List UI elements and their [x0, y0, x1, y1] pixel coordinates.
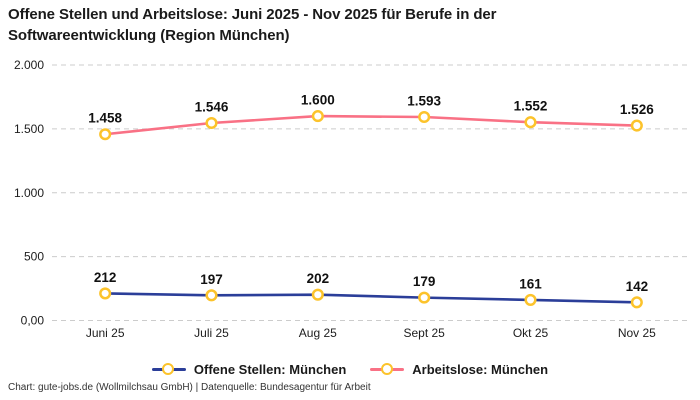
- data-point-marker: [205, 289, 218, 302]
- x-axis-tick-label: Juli 25: [194, 326, 229, 340]
- legend-item-arbeitslose: Arbeitslose: München: [370, 362, 548, 377]
- legend-label-arbeitslose: Arbeitslose: München: [412, 361, 549, 377]
- y-axis-tick-label: 0,00: [21, 314, 45, 328]
- data-point-marker: [311, 288, 324, 301]
- y-axis-tick-label: 1.000: [14, 186, 44, 200]
- line-chart: 2.000 1.500 1.000 500 0,00 Juni 25 Juli 25 Aug …: [14, 58, 690, 340]
- x-axis-tick-label: Juni 25: [86, 326, 125, 340]
- data-point-value-label: 179: [413, 274, 436, 289]
- data-point-marker: [630, 296, 643, 309]
- data-point-value-label: 1.600: [301, 93, 335, 108]
- data-point-value-label: 1.546: [195, 99, 229, 114]
- chart-title: Offene Stellen und Arbeitslose: Juni 202…: [8, 6, 497, 44]
- data-point-value-label: 1.458: [88, 111, 122, 126]
- legend-swatch-arbeitslose: [370, 362, 405, 376]
- series-line: [103, 292, 639, 304]
- data-point-value-label: 142: [626, 279, 649, 294]
- legend-label-offene-stellen: Offene Stellen: München: [193, 361, 347, 377]
- data-point-marker: [630, 119, 643, 132]
- legend-swatch-offene-stellen: [151, 362, 186, 376]
- data-point-marker: [418, 110, 431, 124]
- legend-marker-icon: [162, 362, 175, 375]
- data-point-marker: [99, 128, 112, 141]
- data-point-marker: [524, 116, 537, 129]
- y-axis-tick-label: 1.500: [14, 122, 44, 136]
- data-point-marker: [524, 293, 537, 306]
- x-axis-tick-label: Aug 25: [299, 326, 337, 340]
- data-point-value-label: 1.593: [407, 93, 441, 108]
- attribution-footer: Chart: gute-jobs.de (Wollmilchsau GmbH) …: [8, 382, 371, 393]
- chart-legend: Offene Stellen: München Arbeitslose: Mün…: [0, 359, 700, 379]
- data-point-marker: [205, 116, 218, 130]
- data-point-value-label: 212: [94, 270, 117, 285]
- y-axis-tick-label: 2.000: [14, 58, 44, 72]
- data-point-marker: [99, 287, 112, 300]
- x-axis-tick-label: Okt 25: [513, 326, 549, 340]
- data-point-value-label: 202: [307, 271, 330, 286]
- data-point-value-label: 161: [519, 276, 542, 291]
- x-axis-tick-label: Nov 25: [618, 326, 656, 340]
- data-point-marker: [311, 110, 324, 123]
- legend-marker-icon: [380, 362, 393, 375]
- data-point-value-label: 197: [200, 272, 223, 287]
- data-point-value-label: 1.552: [514, 99, 548, 114]
- series-line: [103, 114, 639, 136]
- y-axis-tick-label: 500: [24, 250, 44, 264]
- data-point-value-label: 1.526: [620, 102, 654, 117]
- x-axis-tick-label: Sept 25: [403, 326, 445, 340]
- data-point-marker: [418, 291, 431, 304]
- legend-item-offene-stellen: Offene Stellen: München: [151, 361, 347, 377]
